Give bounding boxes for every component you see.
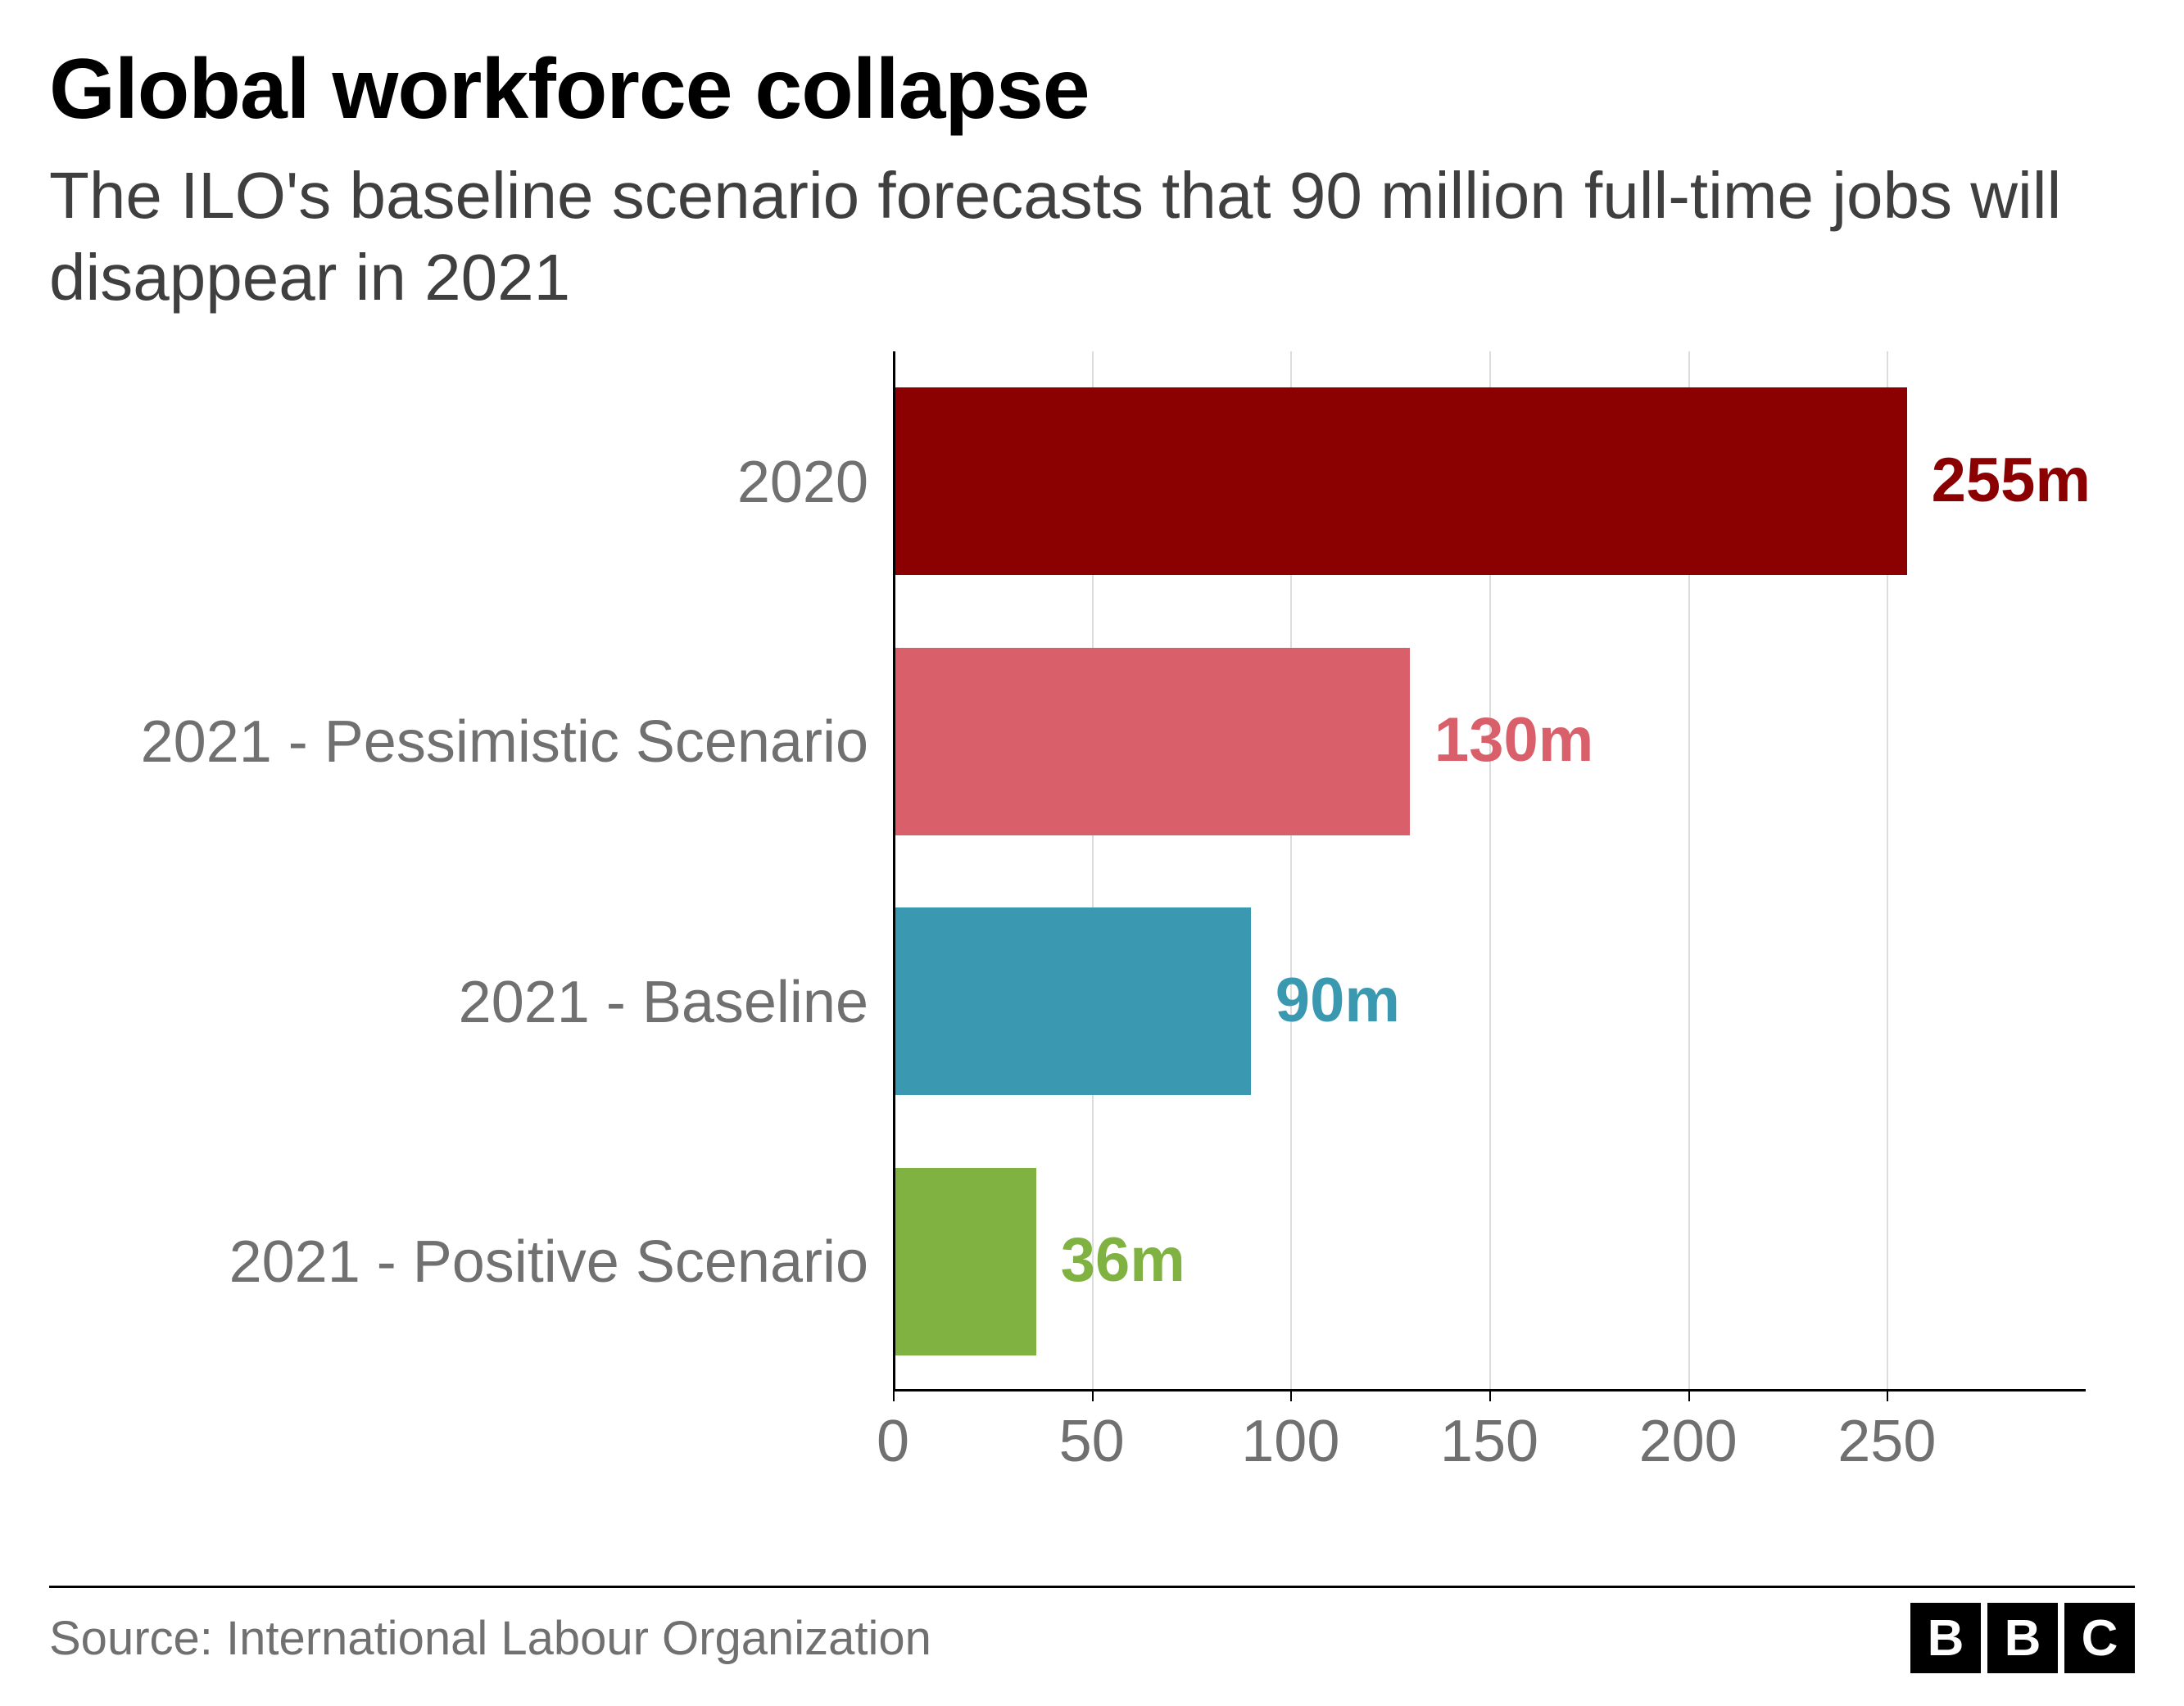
value-label: 255m: [1932, 445, 2091, 516]
category-label: 2020: [737, 449, 868, 516]
category-label: 2021 - Baseline: [459, 969, 868, 1036]
chart-subtitle: The ILO's baseline scenario forecasts th…: [49, 155, 2135, 319]
value-label: 90m: [1276, 965, 1400, 1036]
source-text: Source: International Labour Organizatio…: [49, 1611, 931, 1666]
bbc-logo-letter: C: [2064, 1603, 2135, 1673]
plot-region: 050100150200250255m130m90m36m: [893, 351, 2086, 1391]
value-label: 36m: [1061, 1224, 1185, 1296]
x-tick-label: 50: [1059, 1408, 1125, 1475]
chart-area: 0 50 100 150 200 250 255m 130m 90m 36m 2020 2021 -…: [49, 351, 2135, 1514]
value-label: 130m: [1434, 704, 1593, 776]
x-tick-label: 250: [1837, 1408, 1936, 1475]
x-tick: [893, 1391, 895, 1401]
chart-title: Global workforce collapse: [49, 41, 2135, 138]
y-axis-line: [893, 351, 895, 1391]
bar: [893, 648, 1410, 835]
bbc-logo-letter: B: [1910, 1603, 1981, 1673]
x-tick: [1688, 1391, 1690, 1401]
bbc-logo: B B C: [1910, 1603, 2135, 1673]
bar-row: 90m: [893, 907, 2086, 1095]
bar-row: 36m: [893, 1168, 2086, 1355]
x-tick-label: 0: [877, 1408, 909, 1475]
x-axis-line: [893, 1389, 2086, 1391]
category-label: 2021 - Pessimistic Scenario: [141, 708, 868, 776]
x-tick-label: 150: [1440, 1408, 1538, 1475]
bar: [893, 1168, 1036, 1355]
x-tick: [1290, 1391, 1292, 1401]
x-tick: [1887, 1391, 1888, 1401]
x-tick-label: 100: [1241, 1408, 1339, 1475]
bar: [893, 907, 1251, 1095]
chart-footer: Source: International Labour Organizatio…: [49, 1586, 2135, 1673]
bar: [893, 387, 1907, 575]
bar-row: 130m: [893, 648, 2086, 835]
category-label: 2021 - Positive Scenario: [229, 1229, 868, 1296]
x-tick-label: 200: [1639, 1408, 1738, 1475]
x-tick: [1489, 1391, 1491, 1401]
bar-row: 255m: [893, 387, 2086, 575]
bbc-logo-letter: B: [1987, 1603, 2058, 1673]
x-tick: [1092, 1391, 1094, 1401]
chart-container: Global workforce collapse The ILO's base…: [0, 0, 2184, 1706]
